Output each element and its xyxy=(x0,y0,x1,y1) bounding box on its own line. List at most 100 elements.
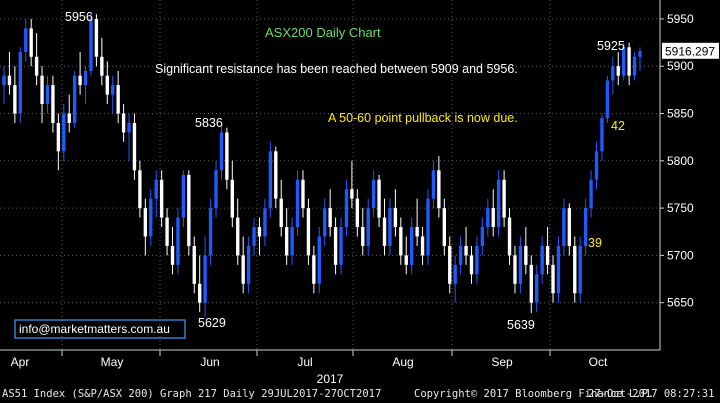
candle xyxy=(486,198,490,237)
candle-body xyxy=(2,75,6,86)
candle-body xyxy=(89,18,93,71)
candle xyxy=(328,189,332,237)
candle-body xyxy=(350,189,354,199)
price-annotation: 5836 xyxy=(195,116,223,130)
pullback-note: A 50-60 point pullback is now due. xyxy=(328,111,518,125)
candle xyxy=(437,156,441,218)
candle-body xyxy=(448,245,452,284)
candle xyxy=(290,217,294,265)
candle-body xyxy=(333,227,338,265)
candle xyxy=(214,160,218,218)
candle xyxy=(355,189,360,237)
candle xyxy=(410,217,414,275)
candle-body xyxy=(344,189,349,228)
candle-body xyxy=(458,245,463,265)
candle-body xyxy=(540,245,544,275)
candle-body xyxy=(45,85,50,105)
candle-body xyxy=(105,75,109,95)
candle xyxy=(2,66,6,105)
candle xyxy=(121,104,126,142)
candle xyxy=(616,52,620,86)
price-annotation: 5956 xyxy=(65,10,93,24)
price-annotation: 42 xyxy=(611,119,625,133)
candle xyxy=(24,18,28,62)
candle-body xyxy=(377,179,381,218)
candle xyxy=(268,141,273,218)
candle-body xyxy=(56,122,61,152)
candle xyxy=(573,236,577,303)
candle xyxy=(350,160,354,209)
candle xyxy=(236,198,240,265)
candle xyxy=(83,66,88,105)
candle xyxy=(40,66,44,123)
candle-body xyxy=(475,245,479,275)
candle-body xyxy=(301,179,305,209)
price-annotation: 5629 xyxy=(198,316,226,330)
candle-body xyxy=(236,217,240,256)
candle-body xyxy=(181,175,186,218)
candle-body xyxy=(263,208,267,237)
candle xyxy=(219,126,224,180)
candle xyxy=(284,208,289,265)
candle xyxy=(513,245,517,294)
y-tick-label: 5850 xyxy=(667,107,694,121)
candle xyxy=(29,18,33,67)
candle-body xyxy=(111,85,115,95)
candle xyxy=(149,189,153,246)
candle-body xyxy=(29,28,33,57)
candle xyxy=(34,33,39,86)
candles xyxy=(2,13,642,317)
candle-body xyxy=(154,179,158,199)
candle xyxy=(480,217,485,256)
candle xyxy=(317,227,321,294)
candle-body xyxy=(594,151,599,180)
candle-body xyxy=(257,227,262,237)
candle-body xyxy=(323,208,327,237)
footer-copyright: Copyright© 2017 Bloomberg Finance L.P. xyxy=(414,388,655,400)
candle xyxy=(208,198,213,265)
candle-body xyxy=(159,179,164,218)
candle xyxy=(404,236,408,275)
candle-body xyxy=(589,179,593,209)
footer-timestamp: 27-Oct-2017 08:27:31 xyxy=(588,388,715,400)
candle xyxy=(18,47,22,123)
candle xyxy=(453,255,457,303)
contact-box xyxy=(14,319,186,339)
candle xyxy=(198,255,202,313)
last-price-label: 5916.297 xyxy=(665,44,715,58)
candle xyxy=(611,56,615,95)
candle-body xyxy=(622,47,626,76)
candle xyxy=(100,37,104,86)
candle-body xyxy=(627,47,631,76)
candle xyxy=(225,127,229,190)
candle-body xyxy=(355,198,360,228)
candle-body xyxy=(518,245,523,284)
candle xyxy=(116,70,120,123)
candle xyxy=(111,75,115,114)
candle-body xyxy=(491,208,495,228)
candle xyxy=(556,236,561,303)
candle-body xyxy=(192,245,196,284)
candle xyxy=(181,170,186,228)
candle-body xyxy=(143,208,148,237)
candle xyxy=(361,208,365,256)
candle xyxy=(67,94,71,133)
candle xyxy=(45,75,50,114)
candle-body xyxy=(83,70,88,86)
candle-body xyxy=(437,170,441,209)
candle-body xyxy=(480,227,485,246)
candle-body xyxy=(40,75,44,105)
candle xyxy=(230,160,234,228)
candle-body xyxy=(638,51,642,57)
candle xyxy=(192,236,196,294)
candle xyxy=(263,198,267,246)
candle-body xyxy=(127,122,131,133)
candle-body xyxy=(600,118,604,152)
candle-body xyxy=(208,208,213,256)
candle-body xyxy=(393,208,398,228)
candle xyxy=(306,198,311,265)
x-tick-label: Sep xyxy=(491,355,513,369)
candle-body xyxy=(62,113,66,152)
candle xyxy=(507,208,512,265)
candle-body xyxy=(252,227,256,246)
